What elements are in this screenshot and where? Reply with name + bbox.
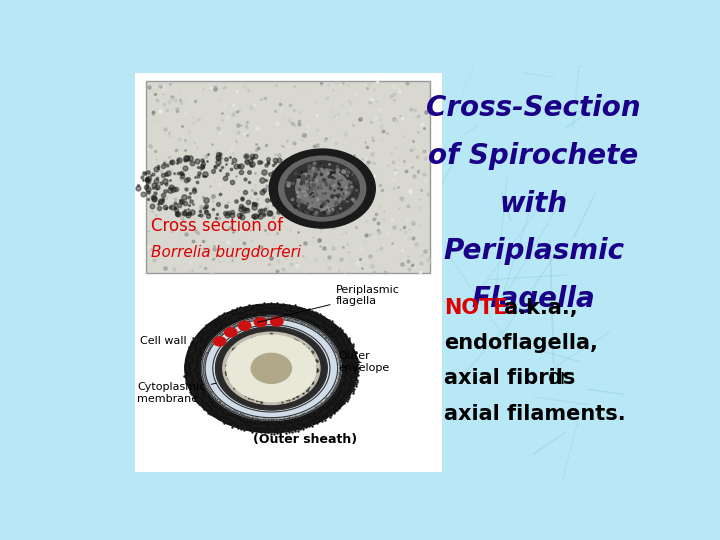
- Text: Outer
envelope: Outer envelope: [338, 352, 390, 373]
- Circle shape: [279, 156, 366, 221]
- Circle shape: [215, 327, 327, 410]
- Circle shape: [269, 149, 375, 228]
- Circle shape: [254, 318, 266, 327]
- Text: with: with: [500, 190, 567, 218]
- Text: or: or: [548, 368, 569, 388]
- Text: NOTE:: NOTE:: [444, 298, 516, 318]
- Circle shape: [271, 317, 283, 326]
- FancyBboxPatch shape: [145, 82, 431, 273]
- FancyBboxPatch shape: [135, 73, 441, 472]
- Text: axial fibrils: axial fibrils: [444, 368, 576, 388]
- Text: Cell wall: Cell wall: [140, 336, 194, 346]
- Text: Flagella: Flagella: [472, 285, 595, 313]
- Text: Borrelia burgdorferi: Borrelia burgdorferi: [151, 245, 302, 260]
- Text: axial filaments.: axial filaments.: [444, 404, 626, 424]
- Text: Cross section of: Cross section of: [151, 217, 284, 235]
- Text: a.k.a.,: a.k.a.,: [498, 298, 578, 318]
- Text: of Spirochete: of Spirochete: [428, 141, 639, 170]
- Circle shape: [296, 169, 348, 208]
- Circle shape: [238, 321, 251, 330]
- Circle shape: [227, 335, 316, 402]
- Circle shape: [285, 161, 359, 216]
- Text: endoflagella,: endoflagella,: [444, 333, 598, 353]
- Circle shape: [202, 316, 341, 420]
- Text: Cross-Section: Cross-Section: [426, 94, 641, 122]
- Text: Periplasmic
flagella: Periplasmic flagella: [258, 285, 400, 322]
- Circle shape: [225, 328, 237, 337]
- Circle shape: [251, 353, 292, 383]
- Text: (Outer sheath): (Outer sheath): [253, 433, 357, 446]
- Circle shape: [214, 337, 226, 346]
- Circle shape: [222, 332, 320, 404]
- Circle shape: [185, 304, 358, 433]
- Text: Cytoplasmic
membrane: Cytoplasmic membrane: [138, 382, 216, 404]
- Text: Periplasmic: Periplasmic: [443, 238, 624, 265]
